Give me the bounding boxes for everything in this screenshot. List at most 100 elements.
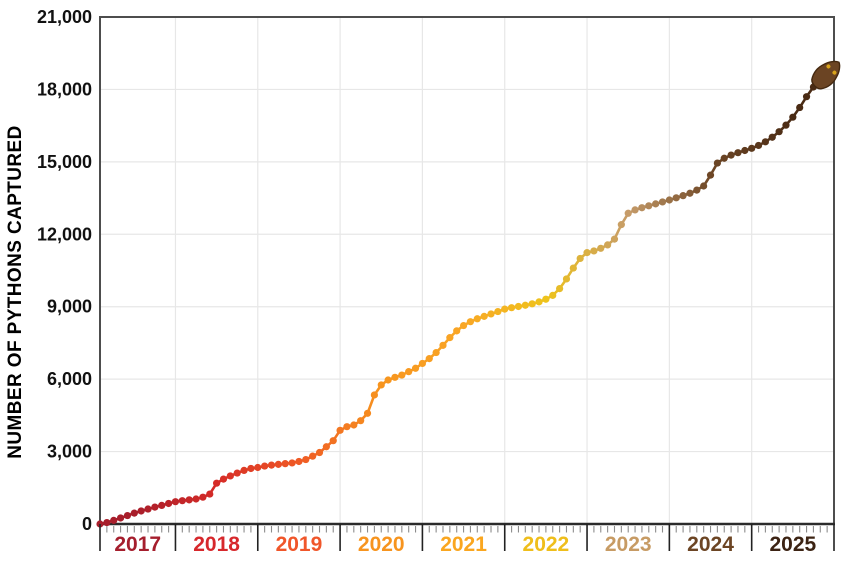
- data-point: [473, 315, 481, 323]
- data-point: [617, 221, 625, 229]
- data-point: [562, 275, 571, 283]
- data-point: [494, 307, 502, 316]
- data-point: [528, 300, 536, 308]
- data-point: [418, 359, 427, 368]
- data-point: [665, 196, 673, 204]
- data-point: [624, 209, 632, 217]
- data-point: [713, 159, 721, 167]
- data-point: [761, 138, 770, 146]
- data-point: [391, 373, 399, 381]
- data-point: [309, 452, 317, 460]
- data-point: [727, 151, 735, 159]
- data-point: [158, 501, 166, 510]
- y-axis-tick-label: 3,000: [47, 442, 92, 462]
- data-point: [363, 409, 372, 417]
- data-point: [171, 498, 180, 506]
- data-point: [322, 443, 330, 451]
- data-point: [425, 355, 433, 363]
- data-point: [583, 249, 591, 257]
- data-point: [164, 499, 173, 508]
- data-point: [130, 509, 138, 517]
- data-point: [521, 301, 529, 309]
- data-point: [199, 493, 207, 501]
- data-point: [103, 518, 111, 527]
- data-point: [638, 204, 646, 212]
- data-point: [789, 113, 797, 121]
- data-point: [110, 516, 118, 524]
- data-point: [720, 154, 728, 162]
- data-point: [610, 235, 619, 243]
- data-point: [281, 460, 289, 468]
- data-point: [137, 507, 145, 515]
- python-head-marker: [811, 60, 841, 90]
- data-point: [453, 327, 461, 335]
- data-point: [480, 312, 488, 320]
- data-point: [459, 321, 468, 330]
- data-point: [782, 121, 790, 129]
- data-point: [350, 421, 358, 429]
- x-axis-year-label: 2022: [523, 533, 570, 556]
- data-point: [411, 364, 420, 372]
- data-point: [206, 490, 214, 498]
- data-point: [315, 448, 324, 457]
- data-point: [597, 244, 605, 252]
- data-point: [748, 144, 756, 152]
- plot-area: [100, 17, 834, 524]
- x-axis-year-label: 2024: [687, 533, 734, 556]
- data-point: [295, 457, 303, 466]
- data-point: [556, 285, 564, 293]
- data-point: [466, 318, 475, 326]
- data-point: [261, 462, 269, 470]
- data-point: [693, 186, 701, 194]
- x-axis-year-label: 2019: [276, 533, 323, 556]
- x-axis-year-label: 2021: [440, 533, 487, 556]
- data-point: [178, 497, 186, 505]
- data-point: [116, 514, 125, 522]
- data-point: [226, 472, 234, 480]
- data-point: [432, 348, 440, 357]
- data-point: [802, 93, 811, 101]
- data-point: [700, 182, 708, 190]
- x-axis-year-label: 2017: [114, 533, 161, 556]
- data-point: [240, 466, 248, 475]
- data-point: [151, 503, 159, 511]
- data-point: [144, 505, 152, 513]
- python-eye-icon: [826, 64, 831, 69]
- y-axis-tick-label: 9,000: [47, 297, 92, 317]
- data-point: [679, 192, 687, 200]
- data-point: [652, 200, 660, 208]
- x-axis-year-label: 2018: [193, 533, 240, 556]
- data-point: [370, 391, 378, 399]
- python-eye-icon: [832, 70, 837, 75]
- data-point: [384, 376, 392, 384]
- x-axis-year-label: 2020: [358, 533, 405, 556]
- data-point: [267, 461, 276, 469]
- y-axis-tick-label: 18,000: [37, 79, 92, 99]
- data-point: [796, 103, 804, 112]
- data-point: [439, 341, 447, 349]
- data-point: [329, 437, 337, 445]
- y-axis-tick-label: 15,000: [37, 152, 92, 172]
- data-point: [336, 426, 344, 434]
- y-axis-tick-label: 6,000: [47, 369, 92, 389]
- y-axis-title: NUMBER OF PYTHONS CAPTURED: [5, 125, 26, 458]
- y-axis-tick-label: 0: [82, 514, 92, 534]
- data-point: [631, 206, 639, 214]
- data-point: [288, 459, 296, 467]
- x-axis-year-label: 2023: [605, 533, 652, 556]
- data-point: [754, 141, 763, 150]
- data-point: [343, 423, 351, 431]
- data-point: [219, 475, 228, 483]
- data-point: [247, 464, 255, 473]
- data-point: [672, 194, 680, 202]
- y-axis-tick-label: 21,000: [37, 7, 92, 27]
- data-point: [734, 149, 742, 157]
- data-point: [398, 371, 406, 379]
- data-point: [686, 189, 694, 197]
- data-point: [535, 298, 543, 306]
- data-point: [775, 128, 783, 136]
- data-point: [768, 133, 776, 141]
- data-point: [192, 495, 200, 503]
